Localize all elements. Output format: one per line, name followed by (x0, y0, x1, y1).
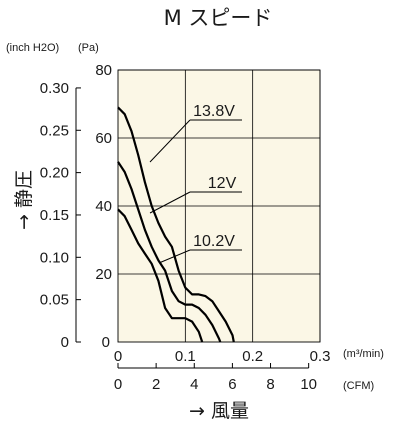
y-tick-label: 60 (95, 130, 112, 147)
y-tick-label: 20 (95, 266, 112, 283)
series-leader-line (149, 191, 191, 214)
series-line (117, 106, 235, 343)
chart-title: M スピード (164, 6, 273, 30)
y2-tick-label: 0.30 (40, 80, 69, 97)
y2-tick-label: 0.20 (40, 165, 69, 182)
x2-unit: (CFM) (343, 380, 374, 392)
x2-tick-label: 8 (266, 376, 274, 393)
series-line (117, 208, 204, 343)
y2-tick-label: 0.15 (40, 207, 69, 224)
y2-tick-label: 0.10 (40, 249, 69, 266)
series-line (117, 161, 222, 343)
x2-tick-label: 2 (152, 376, 160, 393)
series-label: 10.2V (193, 233, 235, 250)
x-unit: (m³/min) (343, 348, 384, 360)
y-tick-label: 0 (102, 334, 110, 351)
x2-tick-label: 10 (300, 376, 317, 393)
y-unit-left: (inch H2O) (6, 42, 59, 54)
y-unit-right: (Pa) (78, 42, 99, 54)
series-leader-line (158, 249, 191, 264)
x-tick-label: 0.1 (175, 348, 196, 365)
y2-tick-label: 0.25 (40, 122, 69, 139)
y-axis-label: → 静圧 (13, 170, 35, 230)
plot-frame (117, 69, 321, 343)
x-axis-label: → 風量 (189, 400, 249, 421)
x-tick-label: 0.3 (310, 348, 331, 365)
x-tick-label: 0 (114, 348, 122, 365)
y-tick-label: 80 (95, 62, 112, 79)
x2-tick-label: 6 (228, 376, 236, 393)
y-tick-label: 40 (95, 198, 112, 215)
x2-tick-label: 0 (114, 376, 122, 393)
series-label: 13.8V (193, 103, 235, 120)
series-label: 12V (208, 175, 237, 192)
y2-tick-label: 0.05 (40, 292, 69, 309)
y2-tick-label: 0 (61, 334, 69, 351)
x2-tick-label: 4 (190, 376, 198, 393)
x-tick-label: 0.2 (242, 348, 263, 365)
series-leader-line (149, 119, 191, 163)
